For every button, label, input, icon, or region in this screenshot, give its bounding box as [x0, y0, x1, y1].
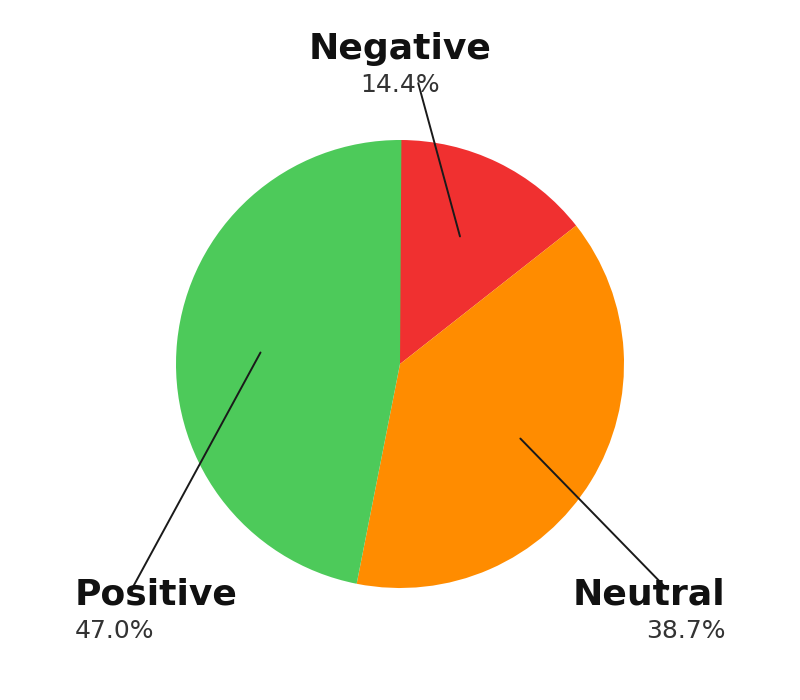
Wedge shape [176, 140, 402, 584]
Text: 38.7%: 38.7% [646, 620, 726, 643]
Wedge shape [357, 225, 624, 588]
Text: Negative: Negative [309, 32, 491, 66]
Text: Neutral: Neutral [573, 578, 726, 612]
Text: Positive: Positive [74, 578, 238, 612]
Text: 14.4%: 14.4% [360, 74, 440, 97]
Text: 47.0%: 47.0% [74, 620, 154, 643]
Wedge shape [400, 140, 576, 364]
